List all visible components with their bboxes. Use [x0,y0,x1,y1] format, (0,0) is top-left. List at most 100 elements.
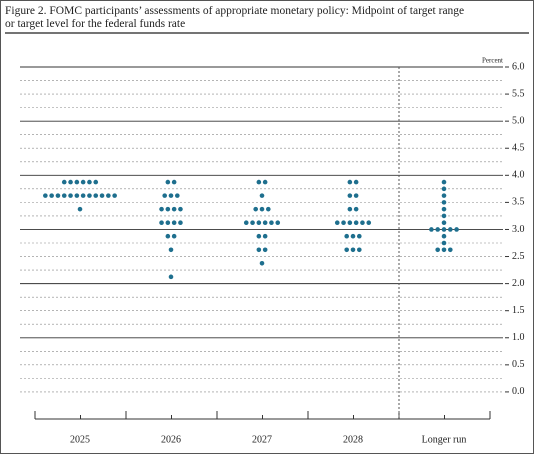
dot [262,247,268,253]
y-tick-label: 1.5 [512,305,525,316]
y-axis-label: Percent [482,57,503,65]
dot [61,193,67,198]
dot [275,220,281,225]
y-tick-label: 0.5 [512,359,525,370]
y-tick-label: 5.0 [512,115,525,126]
dot [334,220,340,225]
dot [171,220,177,225]
dot [168,247,174,253]
dot [256,233,262,239]
dot [262,220,268,225]
dot [441,213,447,219]
dot [448,227,453,232]
dot [68,179,73,185]
dot [259,206,265,212]
dot [99,193,105,198]
dot [350,233,356,239]
x-tick-label: 2027 [252,434,272,445]
dot [250,220,255,225]
chart-title: Figure 2. FOMC participants’ assessments… [5,5,464,17]
dot [74,179,80,185]
dot [347,206,353,212]
dot [341,220,346,225]
dot [253,206,258,212]
dot [347,179,353,185]
dot [441,220,447,225]
dot [165,206,171,212]
dot [178,206,183,212]
dot [175,193,180,198]
dot [429,227,434,232]
dot [87,193,92,198]
dot [353,193,359,198]
dot [353,220,359,225]
dot [441,193,447,198]
dot [106,193,111,198]
dot [441,206,447,212]
dot [448,247,453,253]
dot [441,247,447,253]
dot [266,206,271,212]
dot [43,193,48,198]
y-tick-label: 3.0 [512,224,525,235]
dot [347,220,353,225]
dot [347,193,353,198]
dot [441,240,447,246]
dot [353,179,359,185]
x-tick-label: 2026 [161,434,181,445]
dot [366,220,372,225]
y-tick-label: 4.5 [512,143,525,154]
dot [68,193,73,198]
dot [269,220,274,225]
dot [178,220,183,225]
dot [360,220,365,225]
dot [159,206,164,212]
x-tick-label: 2025 [70,434,90,445]
dot [357,233,362,239]
y-tick-label: 6.0 [512,61,525,72]
dot [344,233,350,239]
dot [168,274,174,280]
dot [435,227,441,232]
dot [80,179,86,185]
dot [49,193,54,198]
dot [441,227,447,232]
x-tick-label: Longer run [422,434,467,445]
dot [112,193,117,198]
dot [256,179,262,185]
x-tick-label: 2028 [343,434,363,445]
dot [168,193,174,198]
y-tick-label: 3.5 [512,197,525,208]
chart-title: or target level for the federal funds ra… [5,18,185,30]
dot [262,233,268,239]
dot [441,200,447,205]
dot [159,220,164,225]
dot [171,233,177,239]
dot [350,247,356,253]
dot [171,179,177,185]
dot [262,179,268,185]
dot [61,179,67,185]
dot [77,206,83,212]
dot [357,247,362,253]
dot [454,227,459,232]
dot [441,233,447,239]
dot [87,179,92,185]
dot [256,247,262,253]
dot [165,179,171,185]
dot [441,186,447,192]
y-tick-label: 2.5 [512,251,525,262]
dot [165,220,171,225]
dot [93,179,99,185]
y-tick-label: 1.0 [512,332,525,343]
dot [259,261,265,266]
dot [243,220,249,225]
dot [55,193,61,198]
dot [259,193,265,198]
y-tick-label: 0.0 [512,386,525,397]
y-tick-label: 4.0 [512,170,525,181]
y-tick-label: 2.0 [512,278,525,289]
dot [353,206,359,212]
dot [435,247,441,253]
